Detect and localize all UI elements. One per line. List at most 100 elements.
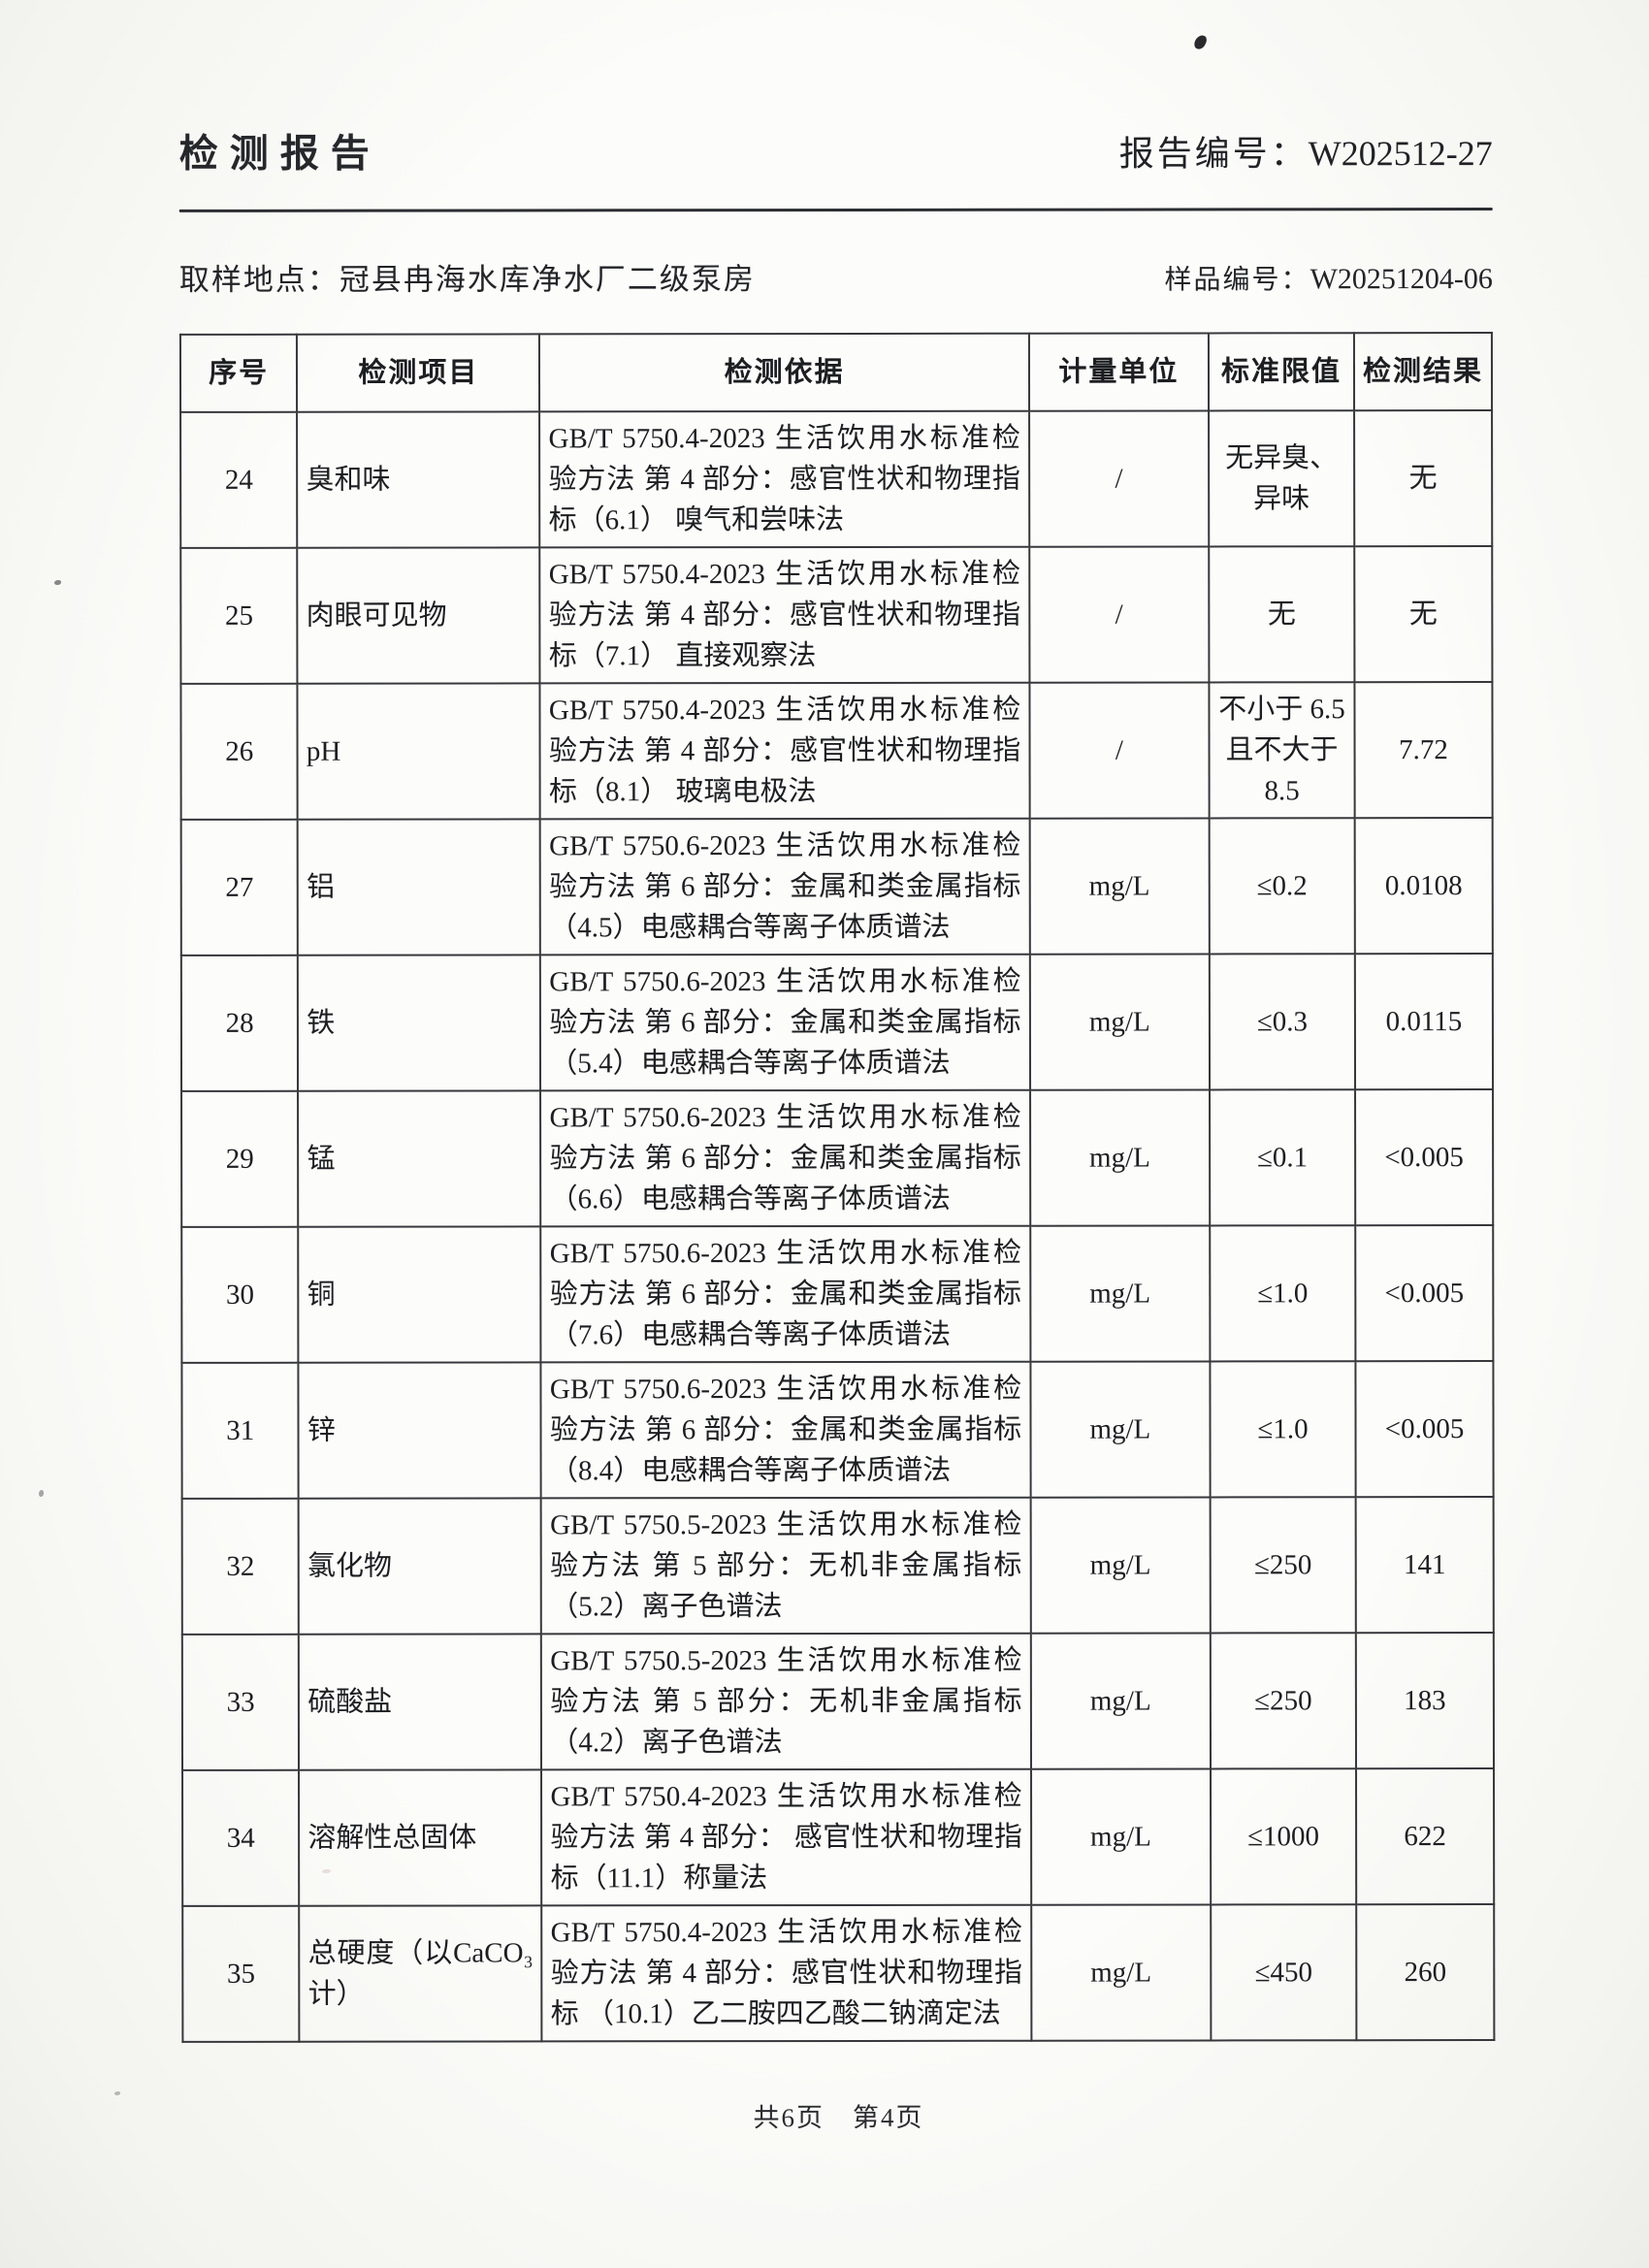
cell-serial-no: 25: [180, 547, 298, 684]
table-row: 30 铜 GB/T 5750.6-2023 生活饮用水标准检验方法 第 6 部分…: [181, 1225, 1494, 1363]
cell-test-result: 141: [1355, 1497, 1494, 1634]
cell-test-item: pH: [297, 683, 541, 820]
cell-test-result: <0.005: [1355, 1361, 1494, 1498]
cell-unit: /: [1028, 410, 1210, 547]
cell-test-item: 铁: [298, 955, 541, 1091]
cell-test-item: 肉眼可见物: [297, 547, 540, 684]
cell-standard-limit: ≤250: [1210, 1497, 1356, 1634]
cell-standard-limit: ≤450: [1211, 1904, 1357, 2041]
table-row: 29 锰 GB/T 5750.6-2023 生活饮用水标准检验方法 第 6 部分…: [181, 1089, 1494, 1227]
cell-standard-limit: ≤1000: [1210, 1768, 1357, 1905]
sample-number: 样品编号：W20251204-06: [1165, 258, 1493, 297]
table-row: 24 臭和味 GB/T 5750.4-2023 生活饮用水标准检验方法 第 4 …: [180, 410, 1493, 548]
cell-serial-no: 24: [180, 411, 298, 548]
cell-serial-no: 27: [180, 819, 299, 956]
cell-serial-no: 31: [181, 1362, 299, 1499]
table-row: 31 锌 GB/T 5750.6-2023 生活饮用水标准检验方法 第 6 部分…: [181, 1361, 1494, 1499]
table-row: 28 铁 GB/T 5750.6-2023 生活饮用水标准检验方法 第 6 部分…: [180, 954, 1494, 1091]
cell-serial-no: 33: [181, 1634, 300, 1770]
cell-test-result: 0.0115: [1354, 954, 1494, 1090]
cell-test-item: 溶解性总固体: [299, 1769, 542, 1906]
cell-standard-limit: 无异臭、异味: [1208, 410, 1355, 547]
cell-standard-limit: ≤250: [1210, 1633, 1357, 1769]
cell-test-result: 7.72: [1354, 682, 1493, 819]
cell-test-basis: GB/T 5750.5-2023 生活饮用水标准检验方法 第 5 部分：无机非金…: [541, 1633, 1031, 1770]
col-header-limit: 标准限值: [1208, 333, 1355, 411]
sample-number-label: 样品编号：: [1164, 264, 1310, 295]
cell-standard-limit: ≤0.1: [1209, 1089, 1356, 1226]
cell-serial-no: 35: [182, 1905, 300, 2042]
page-title: 检测报告: [178, 132, 381, 176]
report-number-value: W202512-27: [1308, 134, 1493, 174]
cell-test-basis: GB/T 5750.4-2023 生活饮用水标准检验方法 第 4 部分： 感官性…: [541, 1768, 1031, 1906]
cell-test-basis: GB/T 5750.4-2023 生活饮用水标准检验方法 第 4 部分：感官性状…: [539, 546, 1030, 684]
table-row: 27 铝 GB/T 5750.6-2023 生活饮用水标准检验方法 第 6 部分…: [180, 818, 1493, 956]
scan-speckle: [114, 2091, 120, 2095]
cell-test-basis: GB/T 5750.5-2023 生活饮用水标准检验方法 第 5 部分：无机非金…: [541, 1497, 1031, 1635]
cell-test-result: 183: [1355, 1633, 1495, 1769]
table-header-row: 序号 检测项目 检测依据 计量单位 标准限值 检测结果: [179, 333, 1493, 412]
scan-speckle: [54, 580, 61, 585]
cell-unit: mg/L: [1030, 1497, 1211, 1634]
cell-serial-no: 29: [181, 1090, 299, 1227]
cell-test-basis: GB/T 5750.6-2023 生活饮用水标准检验方法 第 6 部分：金属和类…: [540, 954, 1030, 1091]
cell-standard-limit: ≤1.0: [1210, 1361, 1356, 1498]
cell-standard-limit: 无: [1209, 546, 1355, 683]
table-row: 25 肉眼可见物 GB/T 5750.4-2023 生活饮用水标准检验方法 第 …: [180, 546, 1493, 684]
cell-test-result: 260: [1356, 1904, 1495, 2041]
report-header: 检测报告 报告编号：W202512-27: [179, 120, 1493, 178]
col-header-item: 检测项目: [297, 334, 540, 412]
table-row: 26 pH GB/T 5750.4-2023 生活饮用水标准检验方法 第 4 部…: [180, 682, 1493, 820]
sample-info-row: 取样地点：冠县冉海水库净水厂二级泵房 样品编号：W20251204-06: [179, 253, 1493, 299]
cell-test-basis: GB/T 5750.6-2023 生活饮用水标准检验方法 第 6 部分：金属和类…: [540, 1089, 1030, 1227]
table-row: 35 总硬度（以CaCO₃计） GB/T 5750.4-2023 生活饮用水标准…: [182, 1904, 1495, 2042]
results-table: 序号 检测项目 检测依据 计量单位 标准限值 检测结果 24 臭和味 GB/T …: [179, 332, 1495, 2043]
cell-test-basis: GB/T 5750.6-2023 生活饮用水标准检验方法 第 6 部分：金属和类…: [540, 818, 1030, 956]
cell-unit: mg/L: [1030, 1361, 1211, 1498]
cell-test-basis: GB/T 5750.4-2023 生活饮用水标准检验方法 第 4 部分：感官性状…: [539, 410, 1029, 548]
report-content: 检测报告 报告编号：W202512-27 取样地点：冠县冉海水库净水厂二级泵房 …: [178, 120, 1495, 2133]
header-divider: [178, 208, 1493, 212]
cell-test-item: 锰: [298, 1090, 541, 1227]
cell-serial-no: 34: [182, 1769, 300, 1906]
cell-test-result: 0.0108: [1354, 818, 1493, 955]
cell-standard-limit: 不小于 6.5 且不大于 8.5: [1209, 682, 1355, 819]
scan-speckle: [39, 1490, 44, 1497]
report-number: 报告编号：W202512-27: [1119, 125, 1493, 177]
sampling-location-label: 取样地点：: [178, 262, 340, 297]
cell-standard-limit: ≤0.2: [1209, 818, 1355, 955]
cell-serial-no: 26: [180, 683, 298, 820]
report-number-label: 报告编号：: [1118, 133, 1309, 174]
cell-unit: mg/L: [1030, 1633, 1211, 1769]
cell-serial-no: 28: [180, 955, 299, 1091]
page-footer: 共6页 第4页: [753, 2102, 924, 2133]
col-header-basis: 检测依据: [539, 333, 1029, 412]
cell-unit: mg/L: [1029, 1089, 1211, 1226]
cell-unit: /: [1029, 682, 1210, 819]
cell-test-item: 锌: [298, 1362, 542, 1499]
cell-test-result: <0.005: [1355, 1089, 1494, 1226]
col-header-result: 检测结果: [1353, 333, 1493, 411]
cell-serial-no: 32: [181, 1498, 300, 1635]
cell-test-basis: GB/T 5750.6-2023 生活饮用水标准检验方法 第 6 部分：金属和类…: [540, 1361, 1031, 1499]
scan-speckle: [322, 1869, 331, 1873]
cell-standard-limit: ≤1.0: [1210, 1225, 1356, 1362]
cell-test-item: 臭和味: [297, 411, 540, 548]
cell-serial-no: 30: [181, 1226, 299, 1363]
cell-unit: mg/L: [1029, 1225, 1211, 1362]
cell-test-item: 铜: [298, 1226, 541, 1363]
cell-unit: mg/L: [1030, 1768, 1212, 1905]
sampling-location-value: 冠县冉海水库净水厂二级泵房: [339, 262, 756, 297]
sampling-location: 取样地点：冠县冉海水库净水厂二级泵房: [179, 254, 756, 299]
cell-test-result: 622: [1356, 1768, 1495, 1905]
cell-test-item: 硫酸盐: [299, 1634, 542, 1770]
cell-test-basis: GB/T 5750.6-2023 生活饮用水标准检验方法 第 6 部分：金属和类…: [540, 1225, 1031, 1363]
cell-test-item: 铝: [297, 819, 541, 956]
table-row: 34 溶解性总固体 GB/T 5750.4-2023 生活饮用水标准检验方法 第…: [182, 1768, 1495, 1906]
col-header-no: 序号: [179, 334, 298, 412]
table-row: 32 氯化物 GB/T 5750.5-2023 生活饮用水标准检验方法 第 5 …: [181, 1497, 1494, 1635]
table-row: 33 硫酸盐 GB/T 5750.5-2023 生活饮用水标准检验方法 第 5 …: [181, 1633, 1495, 1770]
cell-unit: mg/L: [1030, 1904, 1212, 2041]
cell-test-result: <0.005: [1355, 1225, 1494, 1362]
